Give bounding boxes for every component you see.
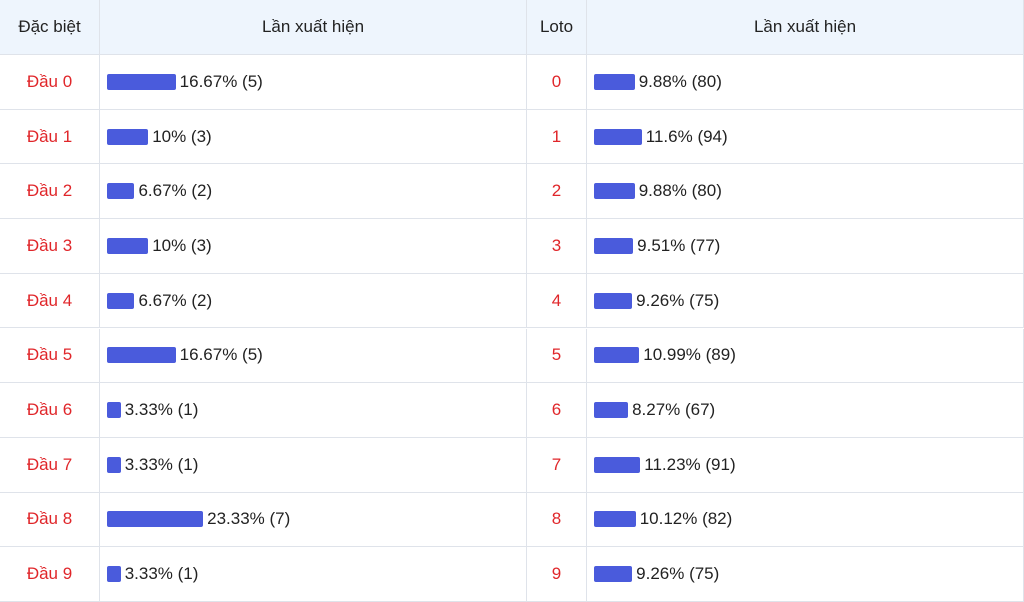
dau-label: Đầu 5 (0, 328, 100, 384)
stat-label: 16.67% (5) (179, 71, 263, 91)
dau-label: Đầu 9 (0, 547, 100, 602)
percent-bar (594, 128, 642, 145)
header-cell: Lần xuất hiện (100, 0, 527, 55)
percent-bar (594, 237, 634, 254)
stat-label: 11.6% (94) (645, 126, 728, 146)
stat-cell: 3.33% (1) (100, 437, 527, 493)
loto-label: 3 (527, 219, 587, 274)
dau-label: Đầu 8 (0, 492, 100, 548)
percent-bar (107, 347, 176, 364)
stat-label: 23.33% (7) (207, 509, 291, 529)
percent-bar (594, 402, 629, 419)
stat-cell: 9.88% (80) (587, 164, 1024, 220)
loto-label: 5 (527, 328, 587, 384)
stat-cell: 8.27% (67) (587, 383, 1024, 438)
stat-label: 10.99% (89) (643, 345, 736, 365)
stat-cell: 9.51% (77) (587, 219, 1024, 274)
stat-cell: 16.67% (5) (100, 55, 527, 110)
loto-label: 7 (527, 437, 587, 493)
dau-label: Đầu 7 (0, 437, 100, 493)
percent-bar (107, 128, 149, 145)
stat-label: 9.26% (75) (636, 290, 720, 310)
stat-cell: 11.23% (91) (587, 437, 1024, 493)
stat-cell: 10% (3) (100, 219, 527, 274)
percent-bar (107, 292, 135, 309)
stat-cell: 6.67% (2) (100, 273, 527, 329)
stat-cell: 10.12% (82) (587, 492, 1024, 548)
stat-cell: 10% (3) (100, 109, 527, 165)
percent-bar (594, 511, 636, 528)
header-cell: Lần xuất hiện (587, 0, 1024, 55)
stat-cell: 9.88% (80) (587, 55, 1024, 110)
percent-bar (594, 73, 635, 90)
stat-label: 10.12% (82) (639, 509, 733, 529)
percent-bar (594, 566, 633, 583)
stat-cell: 6.67% (2) (100, 164, 527, 220)
stat-cell: 10.99% (89) (587, 328, 1024, 384)
stat-label: 16.67% (5) (179, 345, 263, 365)
percent-bar (107, 566, 121, 583)
dau-label: Đầu 3 (0, 219, 100, 274)
dau-label: Đầu 4 (0, 273, 100, 329)
percent-bar (594, 347, 640, 364)
stat-cell: 11.6% (94) (587, 109, 1024, 165)
stat-label: 3.33% (1) (124, 400, 199, 420)
stat-label: 11.23% (91) (644, 454, 736, 474)
loto-label: 9 (527, 547, 587, 602)
percent-bar (107, 456, 121, 473)
loto-label: 6 (527, 383, 587, 438)
dau-label: Đầu 1 (0, 109, 100, 165)
stat-cell: 9.26% (75) (587, 547, 1024, 602)
stat-label: 10% (3) (152, 235, 212, 255)
percent-bar (107, 511, 204, 528)
stat-cell: 9.26% (75) (587, 273, 1024, 329)
stat-label: 6.67% (2) (138, 181, 213, 201)
stat-label: 3.33% (1) (124, 454, 199, 474)
loto-label: 8 (527, 492, 587, 548)
stat-label: 10% (3) (152, 126, 212, 146)
percent-bar (107, 402, 121, 419)
percent-bar (107, 73, 176, 90)
percent-bar (594, 183, 635, 200)
stat-cell: 3.33% (1) (100, 547, 527, 602)
stat-label: 9.26% (75) (636, 564, 720, 584)
stat-cell: 16.67% (5) (100, 328, 527, 384)
header-cell: Loto (527, 0, 587, 55)
stat-label: 3.33% (1) (124, 564, 199, 584)
percent-bar (107, 237, 149, 254)
percent-bar (107, 183, 135, 200)
dau-label: Đầu 2 (0, 164, 100, 220)
loto-label: 2 (527, 164, 587, 220)
stat-label: 9.88% (80) (638, 181, 722, 201)
percent-bar (594, 292, 633, 309)
stat-label: 9.88% (80) (638, 71, 722, 91)
stat-cell: 23.33% (7) (100, 492, 527, 548)
loto-label: 1 (527, 109, 587, 165)
stat-label: 9.51% (77) (637, 235, 721, 255)
stat-cell: 3.33% (1) (100, 383, 527, 438)
loto-label: 0 (527, 55, 587, 110)
stat-label: 8.27% (67) (632, 400, 716, 420)
loto-label: 4 (527, 273, 587, 329)
dau-label: Đầu 0 (0, 55, 100, 110)
dau-label: Đầu 6 (0, 383, 100, 438)
stat-label: 6.67% (2) (138, 290, 213, 310)
percent-bar (594, 456, 641, 473)
header-cell: Đặc biệt (0, 0, 100, 55)
